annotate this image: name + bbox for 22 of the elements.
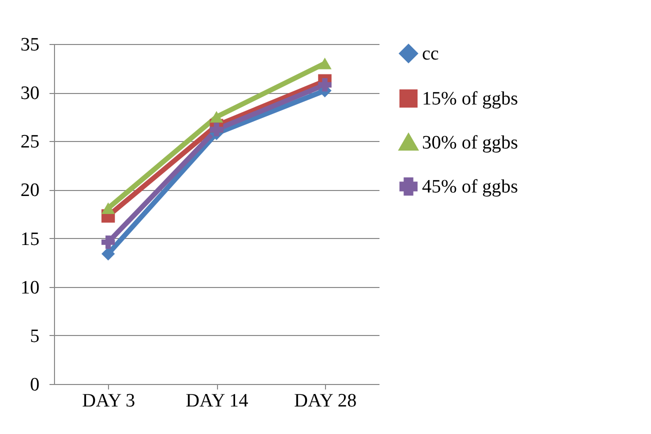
legend-label: 45% of ggbs xyxy=(422,176,518,198)
y-tick-label: 30 xyxy=(20,83,40,104)
point xyxy=(101,235,115,249)
y-tick-label: 20 xyxy=(20,180,40,202)
point xyxy=(101,247,115,261)
legend-label: 15% of ggbs xyxy=(422,88,518,110)
legend-label: cc xyxy=(422,44,439,64)
point xyxy=(318,58,332,70)
y-tick-label: 15 xyxy=(20,228,40,250)
y-tick-label: 10 xyxy=(20,277,40,298)
point xyxy=(318,78,332,92)
x-tick-label: DAY 28 xyxy=(294,390,357,412)
x-tick-label: DAY 3 xyxy=(82,390,136,412)
y-tick-label: 25 xyxy=(20,132,40,153)
y-tick-label: 0 xyxy=(30,374,40,396)
x-tick-label: DAY 14 xyxy=(186,390,249,412)
point xyxy=(210,111,224,123)
y-tick-label: 35 xyxy=(20,34,40,56)
point xyxy=(101,202,115,214)
point xyxy=(210,122,224,136)
y-tick-label: 5 xyxy=(30,326,40,347)
legend-label: 30% of ggbs xyxy=(422,132,518,154)
